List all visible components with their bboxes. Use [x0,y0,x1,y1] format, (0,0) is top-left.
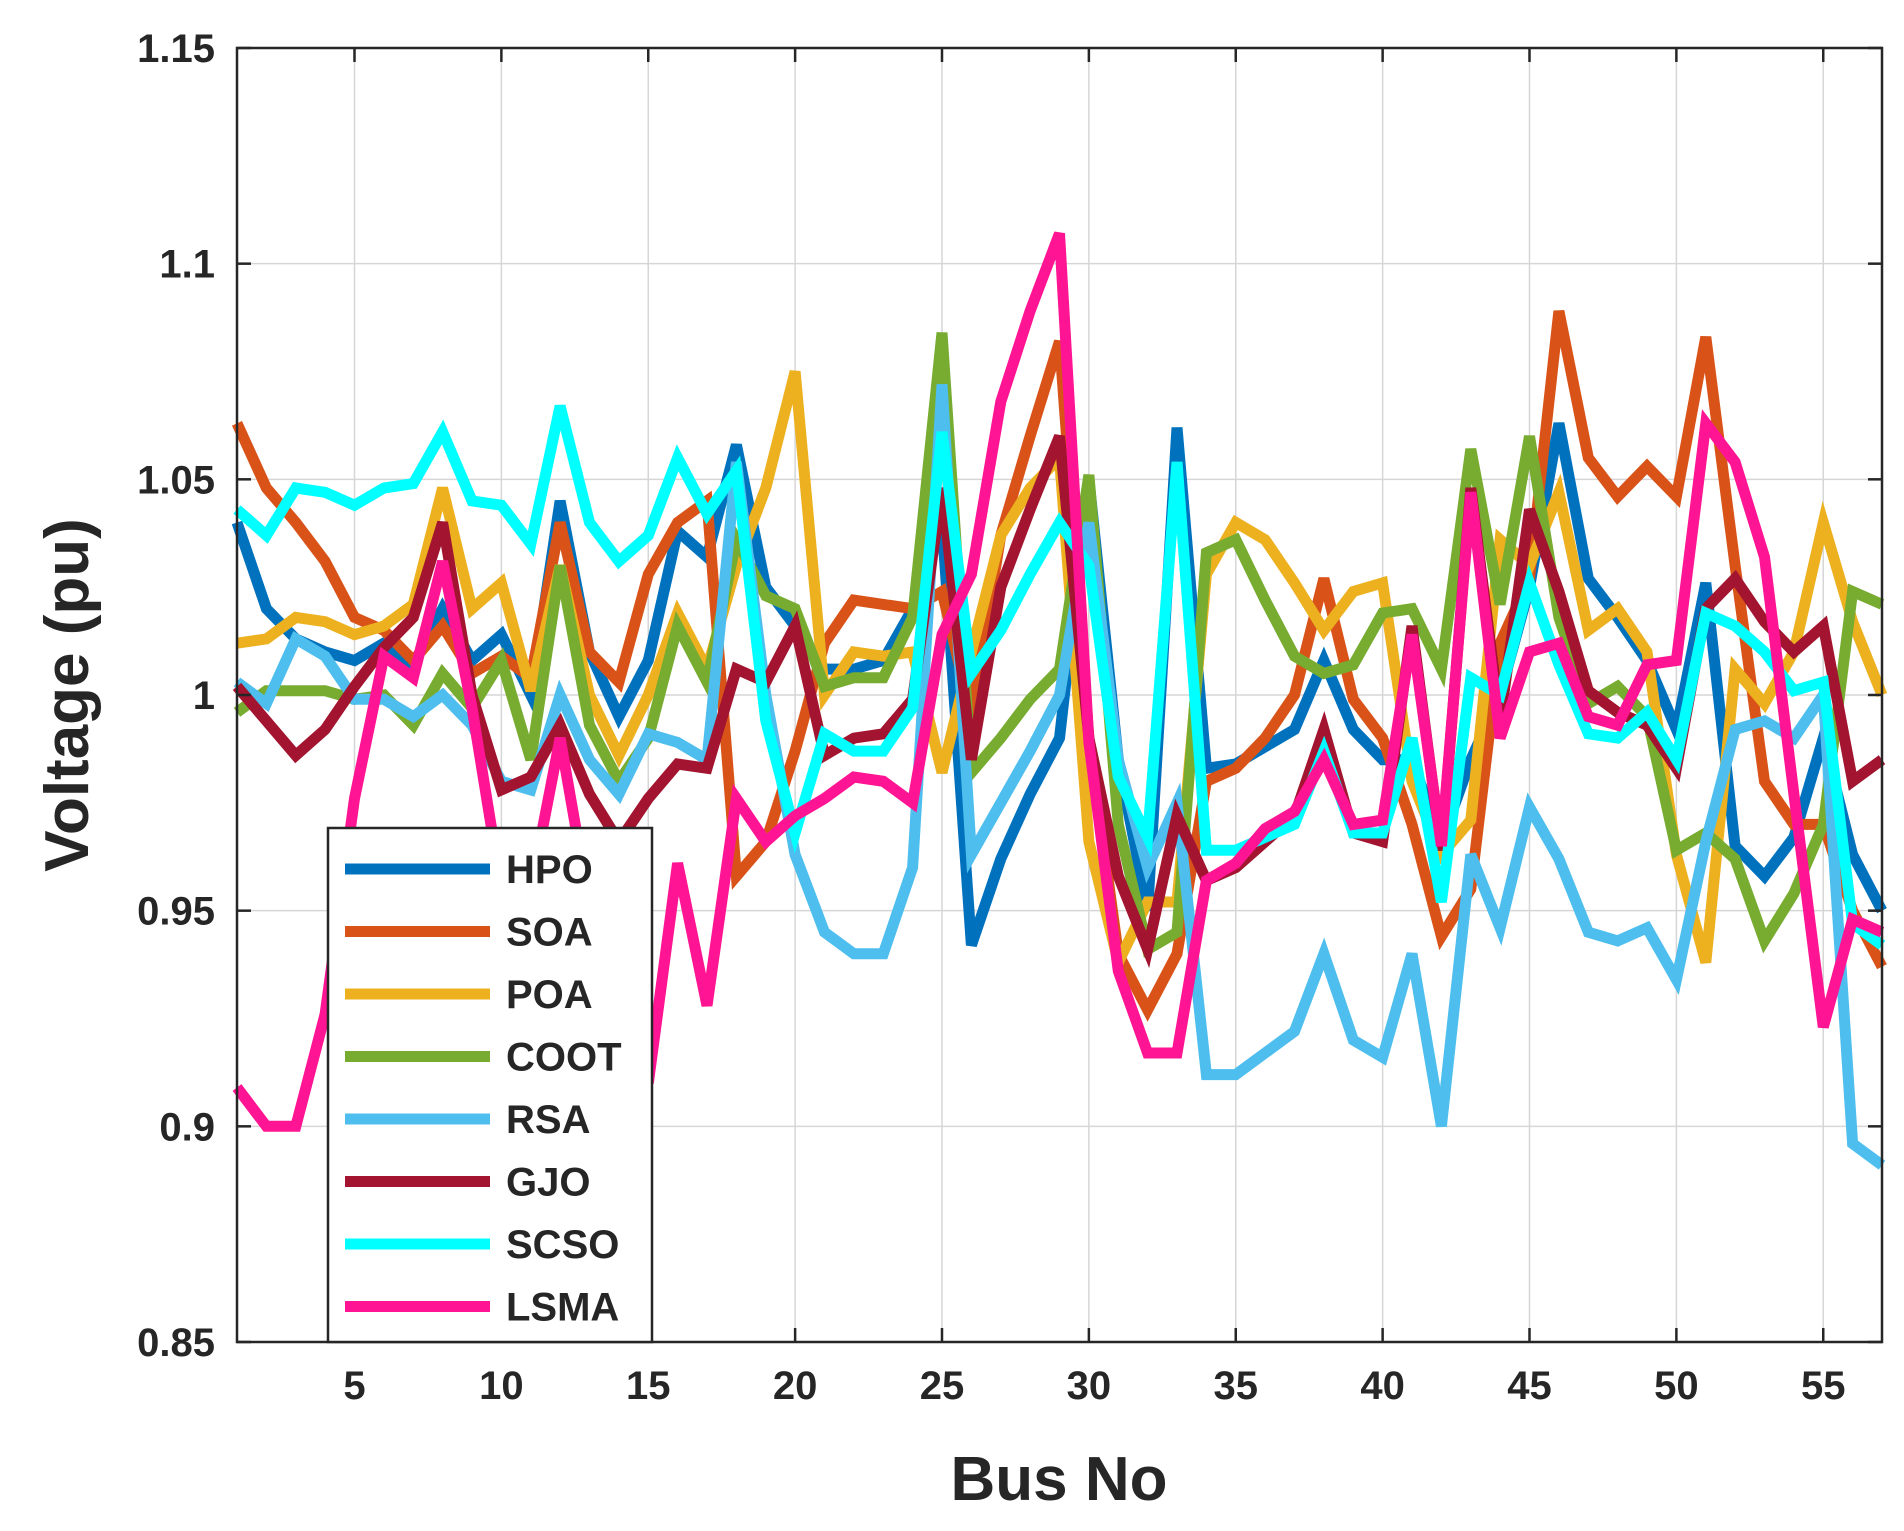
x-axis-title: Bus No [951,1445,1168,1514]
y-tick-label: 1.05 [137,458,215,502]
legend: HPO SOA POA COOT RSA GJO SCSO LSMA [326,826,654,1344]
y-tick-label: 0.9 [159,1105,215,1149]
x-tick-label: 5 [343,1364,365,1408]
legend-label-soa: SOA [506,911,593,955]
x-tick-label: 10 [479,1364,524,1408]
legend-label-scso: SCSO [506,1223,619,1267]
x-tick-label: 20 [773,1364,818,1408]
legend-box [326,826,654,1344]
x-tick-label: 25 [920,1364,965,1408]
legend-label-coot: COOT [506,1036,622,1080]
legend-label-rsa: RSA [506,1098,590,1142]
legend-label-lsma: LSMA [506,1286,619,1330]
legend-label-gjo: GJO [506,1161,590,1205]
series-line-scso [233,404,1886,950]
series-line-gjo [232,434,1886,969]
x-tick-label: 50 [1654,1364,1699,1408]
x-tick-label: 55 [1801,1364,1846,1408]
y-axis-title: Voltage (pu) [33,518,102,872]
x-tick-labels: 5 10 15 20 25 30 35 40 45 50 55 [343,1364,1845,1408]
x-tick-label: 45 [1507,1364,1552,1408]
x-tick-label: 35 [1214,1364,1259,1408]
x-tick-label: 30 [1067,1364,1112,1408]
series-lines [231,231,1888,1170]
y-tick-label: 1.15 [137,27,215,71]
y-tick-label: 0.95 [137,890,215,934]
legend-label-hpo: HPO [506,848,593,892]
y-tick-labels: 0.85 0.9 0.95 1 1.05 1.1 1.15 [137,27,215,1365]
y-tick-label: 0.85 [137,1321,215,1365]
x-tick-label: 40 [1360,1364,1405,1408]
series-line-hpo [231,422,1887,947]
y-tick-label: 1 [193,674,215,718]
legend-label-poa: POA [506,973,593,1017]
x-tick-label: 15 [626,1364,671,1408]
series-line-soa [231,310,1887,1022]
y-tick-label: 1.1 [159,243,215,287]
